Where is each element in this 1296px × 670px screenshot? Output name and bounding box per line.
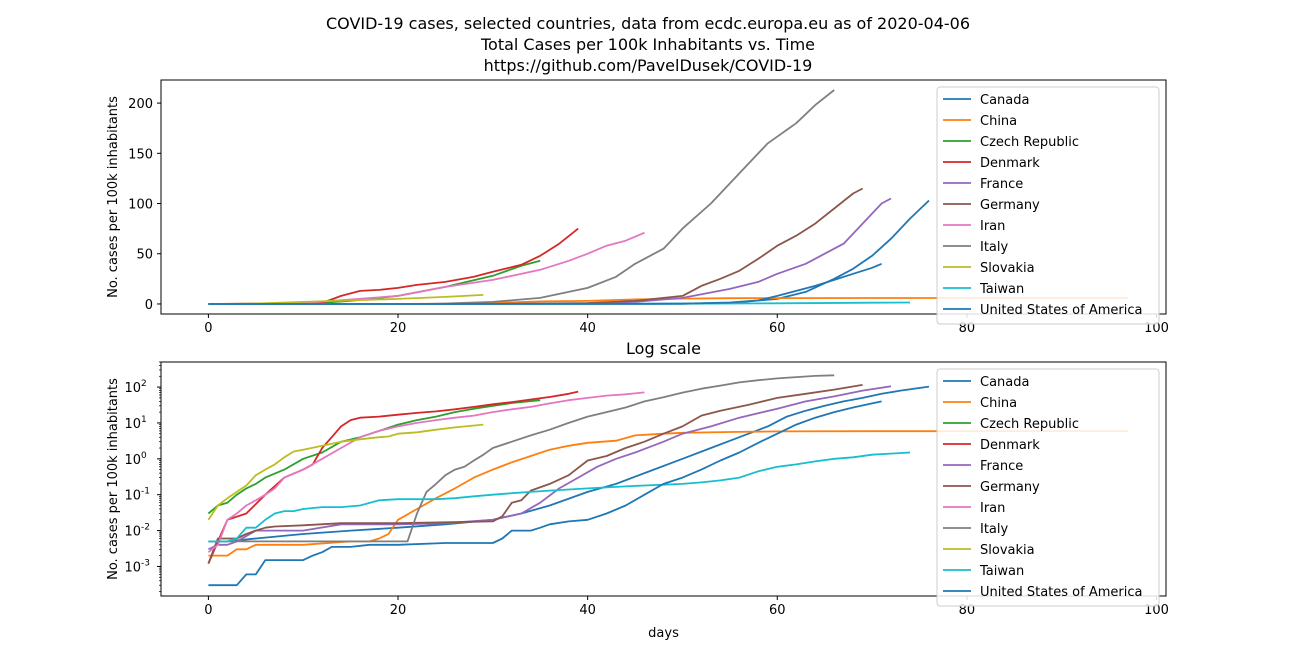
legend-label-0-6: Iran: [980, 219, 1005, 234]
legend-label-0-9: Taiwan: [979, 282, 1024, 297]
legend-label-1-6: Iran: [980, 501, 1005, 516]
series-line-0-6: [208, 231, 645, 305]
y-tick-label-1-1: 10: [124, 525, 141, 540]
y-tick-label-0-3: 150: [128, 147, 153, 162]
series-line-1-8: [207, 423, 484, 521]
y-tick-exponent-1-5: 2: [141, 379, 147, 389]
series-line-0-7: [208, 89, 835, 305]
series-line-0-5: [208, 187, 864, 305]
y-tick-label-1-3: 10: [124, 453, 141, 468]
x-tick-label-0-5: 100: [1144, 321, 1169, 336]
legend-label-1-5: Germany: [980, 480, 1040, 495]
y-tick-label-0-0: 0: [145, 298, 153, 313]
x-tick-label-0-0: 0: [204, 321, 212, 336]
y-tick-label-1-5: 10: [124, 381, 141, 396]
chart-panel-0: 0 20 40 60 80 100 0 50 100 150 200 No. cases per 10…: [106, 79, 1169, 336]
plot-frame-0: [160, 79, 1167, 315]
series-line-0-10: [208, 262, 882, 305]
y-tick-exponent-1-2: -1: [141, 487, 150, 497]
series-line-1-0: [208, 385, 930, 543]
x-axis-label-1: days: [648, 626, 679, 641]
x-tick-label-1-1: 20: [390, 603, 407, 618]
y-tick-exponent-1-0: -3: [141, 558, 150, 568]
y-axis-label-1: No. cases per 100k inhabitants: [106, 378, 121, 580]
series-line-1-10: [208, 400, 882, 587]
y-tick-label-1-2: 10: [124, 489, 141, 504]
x-tick-label-1-0: 0: [204, 603, 212, 618]
x-tick-label-0-2: 40: [579, 321, 596, 336]
legend-label-1-0: Canada: [980, 375, 1029, 390]
series-line-1-5: [207, 384, 863, 564]
legend-label-1-1: China: [980, 396, 1017, 411]
y-tick-label-1-4: 10: [124, 417, 141, 432]
figure-title-line-3: https://github.com/PavelDusek/COVID-19: [483, 56, 813, 75]
legend-0: Canada China Czech Republic Denmark France Ge…: [936, 86, 1160, 325]
series-line-1-6: [207, 391, 645, 553]
x-tick-label-0-3: 60: [769, 321, 786, 336]
x-tick-label-1-4: 80: [959, 603, 976, 618]
legend-label-0-4: France: [980, 177, 1023, 192]
y-tick-label-0-4: 200: [128, 97, 153, 112]
legend-label-0-7: Italy: [980, 240, 1009, 255]
legend-label-1-7: Italy: [980, 522, 1009, 537]
legend-box-0: [936, 86, 1160, 325]
x-tick-label-1-5: 100: [1144, 603, 1169, 618]
legend-label-0-2: Czech Republic: [980, 135, 1079, 150]
legend-label-0-8: Slovakia: [980, 261, 1035, 276]
legend-label-0-1: China: [980, 114, 1017, 129]
series-line-0-0: [208, 199, 930, 305]
x-tick-label-1-3: 60: [769, 603, 786, 618]
x-tick-label-0-4: 80: [959, 321, 976, 336]
x-tick-label-0-1: 20: [390, 321, 407, 336]
y-tick-exponent-1-3: 0: [141, 451, 147, 461]
legend-label-0-0: Canada: [980, 93, 1029, 108]
legend-1: Canada China Czech Republic Denmark France Ge…: [936, 368, 1160, 607]
y-tick-exponent-1-1: -2: [141, 523, 150, 533]
x-tick-label-1-2: 40: [579, 603, 596, 618]
series-line-0-4: [208, 197, 892, 305]
legend-label-1-9: Taiwan: [979, 564, 1024, 579]
legend-label-1-2: Czech Republic: [980, 417, 1079, 432]
figure-title-line-2: Total Cases per 100k Inhabitants vs. Tim…: [480, 35, 816, 54]
y-axis-label-0: No. cases per 100k inhabitants: [106, 96, 121, 298]
y-tick-exponent-1-4: 1: [141, 415, 147, 425]
legend-label-1-8: Slovakia: [980, 543, 1035, 558]
panel-title-1: Log scale: [626, 339, 701, 358]
y-tick-label-1-0: 10: [124, 560, 141, 575]
plot-frame-1: [160, 361, 1167, 597]
y-tick-label-0-2: 100: [128, 198, 153, 213]
series-line-1-9: [208, 451, 911, 543]
legend-box-1: [936, 368, 1160, 607]
series-line-1-7: [208, 374, 835, 543]
legend-label-0-10: United States of America: [980, 303, 1142, 318]
y-tick-label-0-1: 50: [136, 248, 153, 263]
legend-label-0-3: Denmark: [980, 156, 1040, 171]
legend-label-0-5: Germany: [980, 198, 1040, 213]
figure-title-line-1: COVID-19 cases, selected countries, data…: [325, 14, 971, 33]
legend-label-1-10: United States of America: [980, 585, 1142, 600]
legend-label-1-3: Denmark: [980, 438, 1040, 453]
legend-label-1-4: France: [980, 459, 1023, 474]
